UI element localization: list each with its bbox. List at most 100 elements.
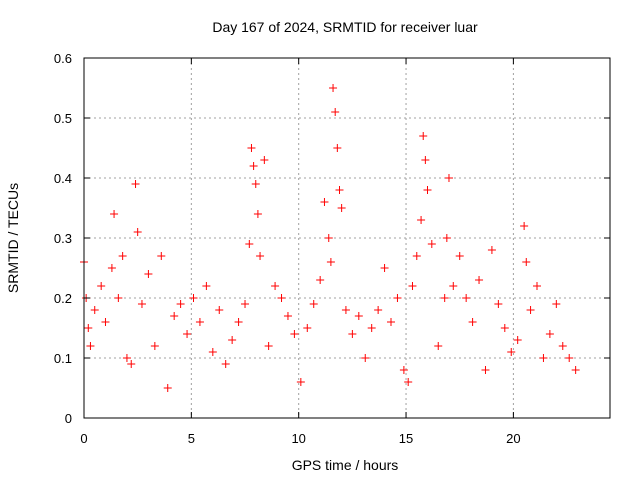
data-point xyxy=(367,324,376,332)
data-point xyxy=(133,228,142,236)
data-point xyxy=(283,312,292,320)
x-tick-labels: 0 5 10 15 20 xyxy=(80,431,520,446)
y-tick-labels: 0 0.1 0.2 0.3 0.4 0.5 0.6 xyxy=(54,51,72,426)
data-point xyxy=(545,330,554,338)
data-point xyxy=(427,240,436,248)
data-point xyxy=(290,330,299,338)
data-point xyxy=(423,186,432,194)
data-point xyxy=(127,360,136,368)
data-point xyxy=(417,216,426,224)
data-point xyxy=(399,366,408,374)
data-point xyxy=(324,234,333,242)
data-point xyxy=(316,276,325,284)
data-point xyxy=(260,156,269,164)
data-point xyxy=(241,300,250,308)
data-point xyxy=(309,300,318,308)
data-point xyxy=(163,384,172,392)
data-point xyxy=(335,186,344,194)
data-point xyxy=(107,264,116,272)
data-point xyxy=(434,342,443,350)
data-point xyxy=(86,342,95,350)
data-point xyxy=(183,330,192,338)
data-point xyxy=(404,378,413,386)
data-point xyxy=(215,306,224,314)
data-point xyxy=(195,318,204,326)
data-point xyxy=(131,180,140,188)
data-point xyxy=(245,240,254,248)
data-point xyxy=(253,210,262,218)
data-point xyxy=(507,348,516,356)
data-point xyxy=(440,294,449,302)
data-point xyxy=(487,246,496,254)
data-point xyxy=(118,252,127,260)
data-point xyxy=(539,354,548,362)
data-point xyxy=(110,210,119,218)
data-point xyxy=(468,318,477,326)
data-point xyxy=(256,252,265,260)
plot-frame xyxy=(83,57,611,419)
y-tick-label: 0.2 xyxy=(54,291,72,306)
data-point xyxy=(444,174,453,182)
y-axis-label: SRMTID / TECUs xyxy=(5,183,21,293)
data-point xyxy=(374,306,383,314)
data-point xyxy=(90,306,99,314)
data-point xyxy=(101,318,110,326)
data-point xyxy=(361,354,370,362)
data-point xyxy=(303,324,312,332)
data-point xyxy=(337,204,346,212)
data-point xyxy=(247,144,256,152)
data-point xyxy=(114,294,123,302)
data-point xyxy=(348,330,357,338)
data-point xyxy=(157,252,166,260)
data-point xyxy=(421,156,430,164)
data-point xyxy=(558,342,567,350)
x-tick-label: 0 xyxy=(80,431,87,446)
data-point xyxy=(331,108,340,116)
data-point xyxy=(326,258,335,266)
data-point xyxy=(333,144,342,152)
data-point xyxy=(455,252,464,260)
data-point xyxy=(571,366,580,374)
data-point xyxy=(137,300,146,308)
y-tick-label: 0.4 xyxy=(54,171,72,186)
data-point xyxy=(522,258,531,266)
data-point xyxy=(387,318,396,326)
x-tick-label: 10 xyxy=(291,431,305,446)
data-point xyxy=(249,162,258,170)
y-tick-label: 0.6 xyxy=(54,51,72,66)
data-point xyxy=(234,318,243,326)
data-point xyxy=(84,324,93,332)
data-point xyxy=(228,336,237,344)
data-point xyxy=(513,336,522,344)
data-point xyxy=(202,282,211,290)
data-point xyxy=(494,300,503,308)
data-point xyxy=(208,348,217,356)
data-point xyxy=(533,282,542,290)
data-point xyxy=(565,354,574,362)
data-point xyxy=(526,306,535,314)
data-point xyxy=(520,222,529,230)
data-point xyxy=(393,294,402,302)
x-tick-label: 15 xyxy=(399,431,413,446)
chart-title: Day 167 of 2024, SRMTID for receiver lua… xyxy=(212,19,478,35)
data-point xyxy=(221,360,230,368)
data-point xyxy=(419,132,428,140)
data-point xyxy=(500,324,509,332)
data-point xyxy=(271,282,280,290)
data-point xyxy=(97,282,106,290)
data-point xyxy=(442,234,451,242)
data-point xyxy=(320,198,329,206)
data-points-layer xyxy=(80,84,580,392)
y-tick-label: 0.5 xyxy=(54,111,72,126)
data-point xyxy=(412,252,421,260)
data-point xyxy=(380,264,389,272)
data-point xyxy=(264,342,273,350)
data-point xyxy=(176,300,185,308)
data-point xyxy=(481,366,490,374)
data-point xyxy=(408,282,417,290)
data-point xyxy=(189,294,198,302)
data-point xyxy=(150,342,159,350)
x-axis-label: GPS time / hours xyxy=(292,457,399,473)
data-point xyxy=(475,276,484,284)
